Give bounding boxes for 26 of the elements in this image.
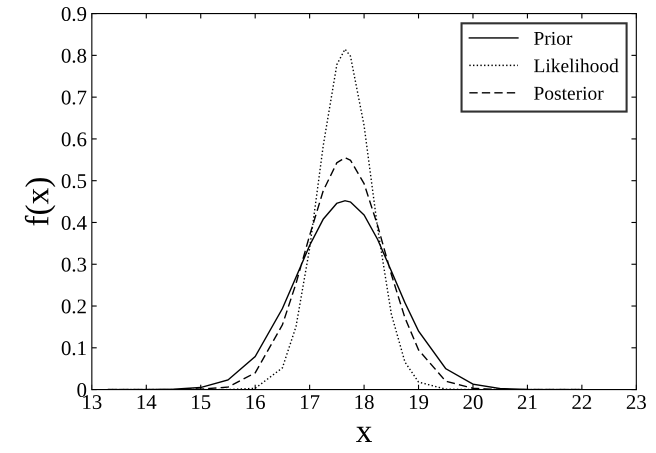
y-axis-title: f(x) (24, 178, 56, 226)
x-tick-label: 15 (192, 395, 210, 410)
x-tick-label: 21 (518, 395, 537, 409)
x-tick-label: 14 (138, 395, 156, 409)
y-tick-label: 0.8 (62, 48, 86, 63)
legend-label: Likelihood (534, 58, 619, 72)
x-tick-label: 19 (410, 395, 428, 410)
y-tick-label: 0.2 (62, 299, 86, 314)
y-tick-label: 0.7 (62, 90, 86, 105)
x-tick-label: 17 (301, 395, 320, 409)
y-tick-label: 0.1 (62, 341, 86, 356)
legend-label: Posterior (534, 86, 604, 100)
x-tick-label: 22 (572, 395, 592, 409)
y-tick-label: 0.5 (62, 174, 86, 188)
y-tick-label: 0 (77, 382, 86, 398)
legend-label: Prior (534, 32, 572, 45)
x-tick-label: 18 (355, 395, 374, 410)
x-tick-label: 20 (463, 395, 483, 410)
x-tick-label: 23 (626, 395, 646, 410)
x-axis-title: x (356, 426, 372, 442)
x-tick-label: 16 (246, 395, 265, 410)
x-tick-label: 13 (83, 395, 102, 410)
y-tick-label: 0.6 (62, 132, 86, 146)
y-tick-label: 0.4 (62, 216, 87, 230)
y-tick-label: 0.9 (62, 6, 86, 22)
y-tick-label: 0.3 (62, 258, 86, 272)
